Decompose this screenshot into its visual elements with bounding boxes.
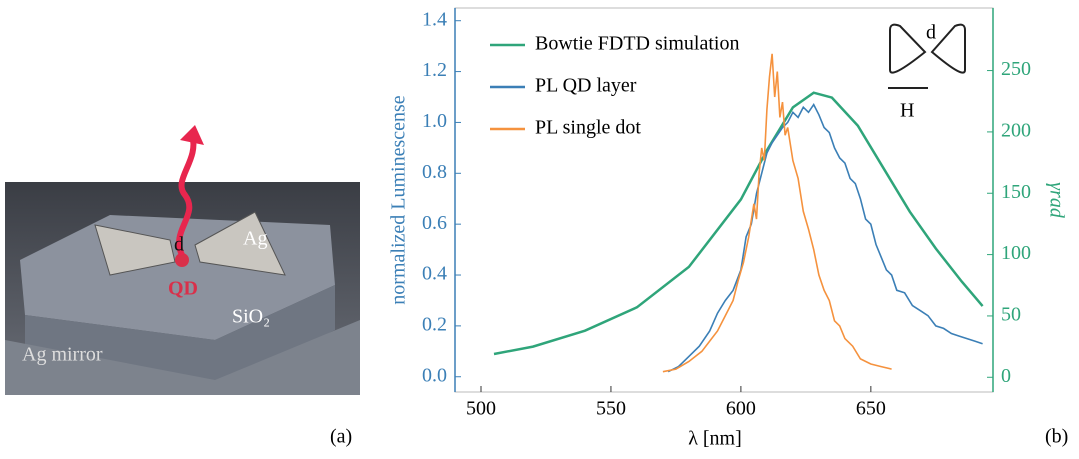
y-tick-label: 0.2 [422, 313, 447, 335]
y-axis-label: normalized Luminescense [388, 95, 410, 304]
y-tick-label: 1.2 [422, 59, 447, 81]
inset-h: H [900, 100, 914, 122]
legend-label: PL single dot [535, 117, 641, 139]
illustration: Ag d QD SiO₂ Ag mirror (a) [5, 125, 360, 448]
qd-dot [175, 253, 189, 267]
panel-label: (a) [330, 426, 352, 448]
y2-tick-label: 50 [1001, 304, 1021, 326]
series-line [667, 103, 983, 373]
inset: d H [888, 22, 966, 122]
legend-label: Bowtie FDTD simulation [535, 33, 739, 55]
y2-tick-label: 200 [1001, 120, 1031, 142]
x-tick-label: 600 [726, 398, 756, 420]
series-line [493, 91, 984, 356]
label-mirror: Ag mirror [22, 344, 103, 366]
mirror [5, 320, 360, 395]
y2-tick-label: 150 [1001, 181, 1031, 203]
y-tick-label: 0.6 [422, 212, 447, 234]
x-tick-label: 550 [596, 398, 626, 420]
y-tick-label: 0.8 [422, 161, 447, 183]
y-tick-label: 1.4 [422, 8, 447, 30]
x-tick-label: 500 [466, 398, 496, 420]
y2-tick-label: 250 [1001, 58, 1031, 80]
y2-tick-label: 0 [1001, 365, 1011, 387]
emission-arrow [176, 134, 197, 257]
arrow-head [180, 125, 204, 145]
bowtie-right [194, 211, 286, 276]
y2-tick-label: 100 [1001, 242, 1031, 264]
label-qd: QD [168, 278, 198, 300]
y2-axis-label: γrad [1045, 182, 1067, 219]
y-tick-label: 0.4 [422, 263, 447, 285]
y-tick-label: 1.0 [422, 110, 447, 132]
inset-d: d [926, 22, 936, 44]
inset-bowtie-right [930, 23, 966, 74]
legend-label: PL QD layer [535, 75, 637, 97]
panel-label: (b) [1045, 426, 1068, 448]
label-ag: Ag [243, 228, 267, 250]
x-tick-label: 650 [856, 398, 886, 420]
y-tick-label: 0.0 [422, 364, 447, 386]
plot-frame [454, 7, 994, 393]
label-d: d [174, 234, 184, 256]
x-axis-label: λ [nm] [688, 428, 742, 450]
series-line [662, 53, 892, 373]
inset-bowtie-left [889, 23, 927, 74]
bowtie-left [94, 224, 176, 276]
label-sio2: SiO₂ [232, 306, 270, 328]
